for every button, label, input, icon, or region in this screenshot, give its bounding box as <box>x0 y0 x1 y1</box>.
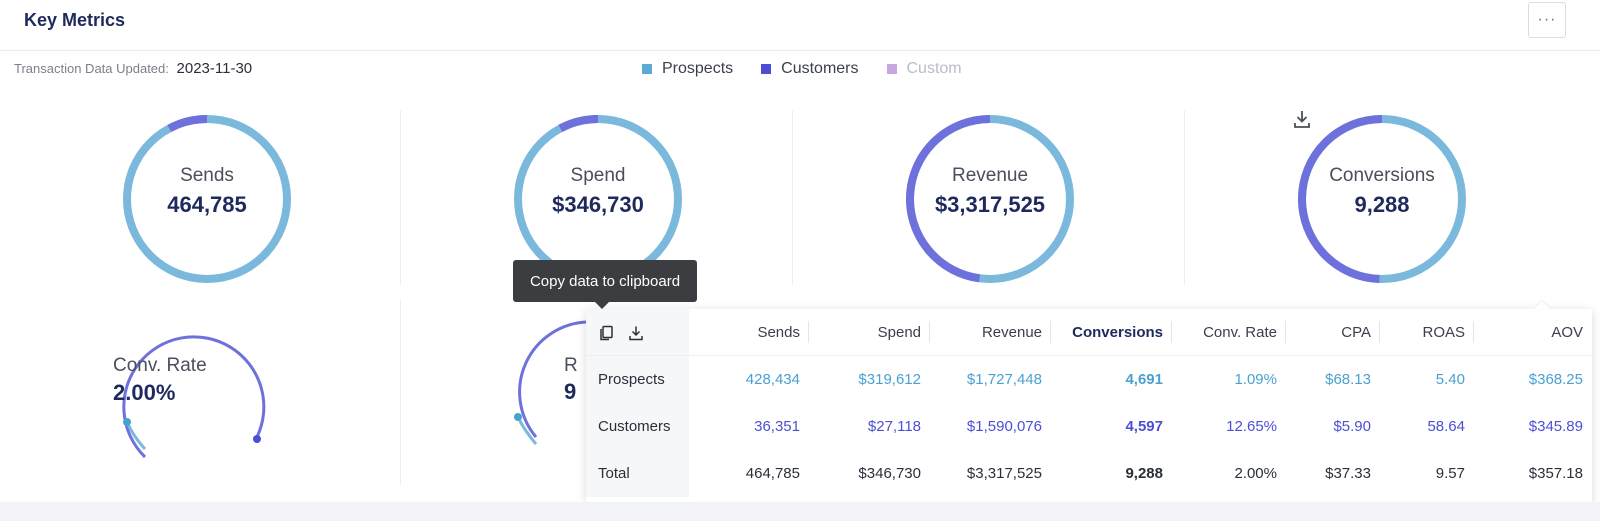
table-cell: $37.33 <box>1325 465 1371 482</box>
chart-legend: Prospects Customers Custom <box>642 60 962 78</box>
row-label-total: Total <box>586 450 689 497</box>
table-cell: $1,727,448 <box>966 371 1042 388</box>
table-cell: 1.09% <box>1234 371 1277 388</box>
download-icon[interactable] <box>628 325 644 341</box>
column-header-roas[interactable]: ROAS <box>1380 309 1474 356</box>
column-header-cpa[interactable]: CPA <box>1286 309 1380 356</box>
column-divider <box>792 110 793 285</box>
revenue-donut-svg <box>906 115 1074 283</box>
legend-label-prospects: Prospects <box>662 60 734 77</box>
conv-rate-gauge[interactable]: Conv. Rate 2.00% <box>113 312 297 502</box>
table-cell: $1,590,076 <box>966 418 1042 435</box>
conv-rate-value: 2.00% <box>113 380 176 405</box>
spend-value: $346,730 <box>552 192 644 217</box>
data-updated-info: Transaction Data Updated: 2023-11-30 <box>14 60 252 77</box>
row-label-customers: Customers <box>586 403 689 450</box>
table-cell: 12.65% <box>1226 418 1277 435</box>
widget-title: Key Metrics <box>24 10 126 30</box>
widget-header: Key Metrics ··· <box>0 0 1600 51</box>
table-cell: 9,288 <box>1125 465 1163 482</box>
column-divider <box>1184 110 1185 285</box>
table-row-total: Total 464,785 $346,730 $3,317,525 9,288 … <box>586 450 1592 497</box>
legend-swatch-custom <box>886 64 897 74</box>
row-label-prospects: Prospects <box>586 355 689 403</box>
table-cell: 464,785 <box>745 465 800 482</box>
revenue-value: $3,317,525 <box>934 192 1046 217</box>
page-background-strip <box>0 502 1600 521</box>
table-row-prospects: Prospects 428,434 $319,612 $1,727,448 4,… <box>586 355 1592 403</box>
sends-customers-segment <box>167 115 208 133</box>
data-table-popup: Sends Spend Revenue Conversions Conv. Ra… <box>586 309 1592 502</box>
revenue-donut[interactable]: Revenue $3,317,525 <box>900 109 1080 289</box>
sends-label: Sends <box>180 165 234 186</box>
column-header-spend[interactable]: Spend <box>809 309 930 356</box>
column-header-revenue[interactable]: Revenue <box>930 309 1051 356</box>
table-cell: 9.57 <box>1435 465 1465 482</box>
table-cell: $346,730 <box>858 465 921 482</box>
download-icon[interactable] <box>1292 109 1312 129</box>
table-cell: $3,317,525 <box>966 465 1042 482</box>
conversions-value: 9,288 <box>1354 192 1410 217</box>
roas-label: R <box>564 355 578 376</box>
table-cell: $5.90 <box>1333 418 1371 435</box>
table-cell: 58.64 <box>1427 418 1465 435</box>
metrics-table: Sends Spend Revenue Conversions Conv. Ra… <box>586 309 1592 497</box>
table-row-customers: Customers 36,351 $27,118 $1,590,076 4,59… <box>586 403 1592 450</box>
spend-customers-segment <box>558 115 599 133</box>
legend-item-prospects[interactable]: Prospects <box>642 60 733 78</box>
table-cell: $345.89 <box>1528 418 1583 435</box>
revenue-label: Revenue <box>951 165 1029 186</box>
table-cell: 4,597 <box>1125 418 1163 435</box>
conversions-customers-segment <box>1297 115 1383 283</box>
legend-swatch-prospects <box>642 64 652 74</box>
sends-donut[interactable]: Sends 464,785 <box>117 109 297 289</box>
data-updated-value: 2023-11-30 <box>176 60 253 77</box>
table-corner-cell <box>586 309 689 356</box>
table-cell: 2.00% <box>1234 465 1277 482</box>
table-cell: 4,691 <box>1125 371 1163 388</box>
copy-icon[interactable] <box>598 325 614 341</box>
table-cell: $319,612 <box>858 371 921 388</box>
conversions-donut-svg <box>1297 115 1466 283</box>
sends-value: 464,785 <box>167 192 247 217</box>
conv-rate-label: Conv. Rate <box>113 355 207 376</box>
column-divider <box>400 110 401 285</box>
sends-donut-svg <box>123 115 291 283</box>
roas-gauge[interactable]: R 9 <box>508 312 688 502</box>
table-cell: $27,118 <box>867 418 921 435</box>
spend-label: Spend <box>570 165 626 186</box>
conversions-donut[interactable]: Conversions 9,288 <box>1292 109 1472 289</box>
table-header-row: Sends Spend Revenue Conversions Conv. Ra… <box>586 309 1592 356</box>
data-updated-label: Transaction Data Updated: <box>14 61 169 76</box>
column-header-conv-rate[interactable]: Conv. Rate <box>1172 309 1286 356</box>
legend-label-customers: Customers <box>781 60 859 77</box>
table-cell: 36,351 <box>754 418 800 435</box>
copy-tooltip: Copy data to clipboard <box>513 260 697 309</box>
column-divider <box>400 300 401 485</box>
table-cell: $68.13 <box>1325 371 1371 388</box>
table-cell: 428,434 <box>745 371 800 388</box>
legend-label-custom: Custom <box>906 60 962 77</box>
conv-rate-gauge-arc <box>122 335 266 459</box>
legend-swatch-customers <box>761 64 772 74</box>
conversions-label: Conversions <box>1329 165 1435 186</box>
table-cell: $357.18 <box>1528 465 1583 482</box>
column-header-aov[interactable]: AOV <box>1474 309 1592 356</box>
revenue-customers-segment <box>906 115 991 283</box>
table-cell: $368.25 <box>1528 371 1583 388</box>
legend-item-customers[interactable]: Customers <box>761 60 859 78</box>
roas-gauge-arc <box>514 320 589 445</box>
legend-item-custom[interactable]: Custom <box>886 60 962 78</box>
column-header-conversions[interactable]: Conversions <box>1051 309 1172 356</box>
table-cell: 5.40 <box>1435 371 1465 388</box>
column-header-sends[interactable]: Sends <box>689 309 809 356</box>
roas-value: 9 <box>564 379 577 404</box>
more-options-button[interactable]: ··· <box>1528 2 1566 38</box>
